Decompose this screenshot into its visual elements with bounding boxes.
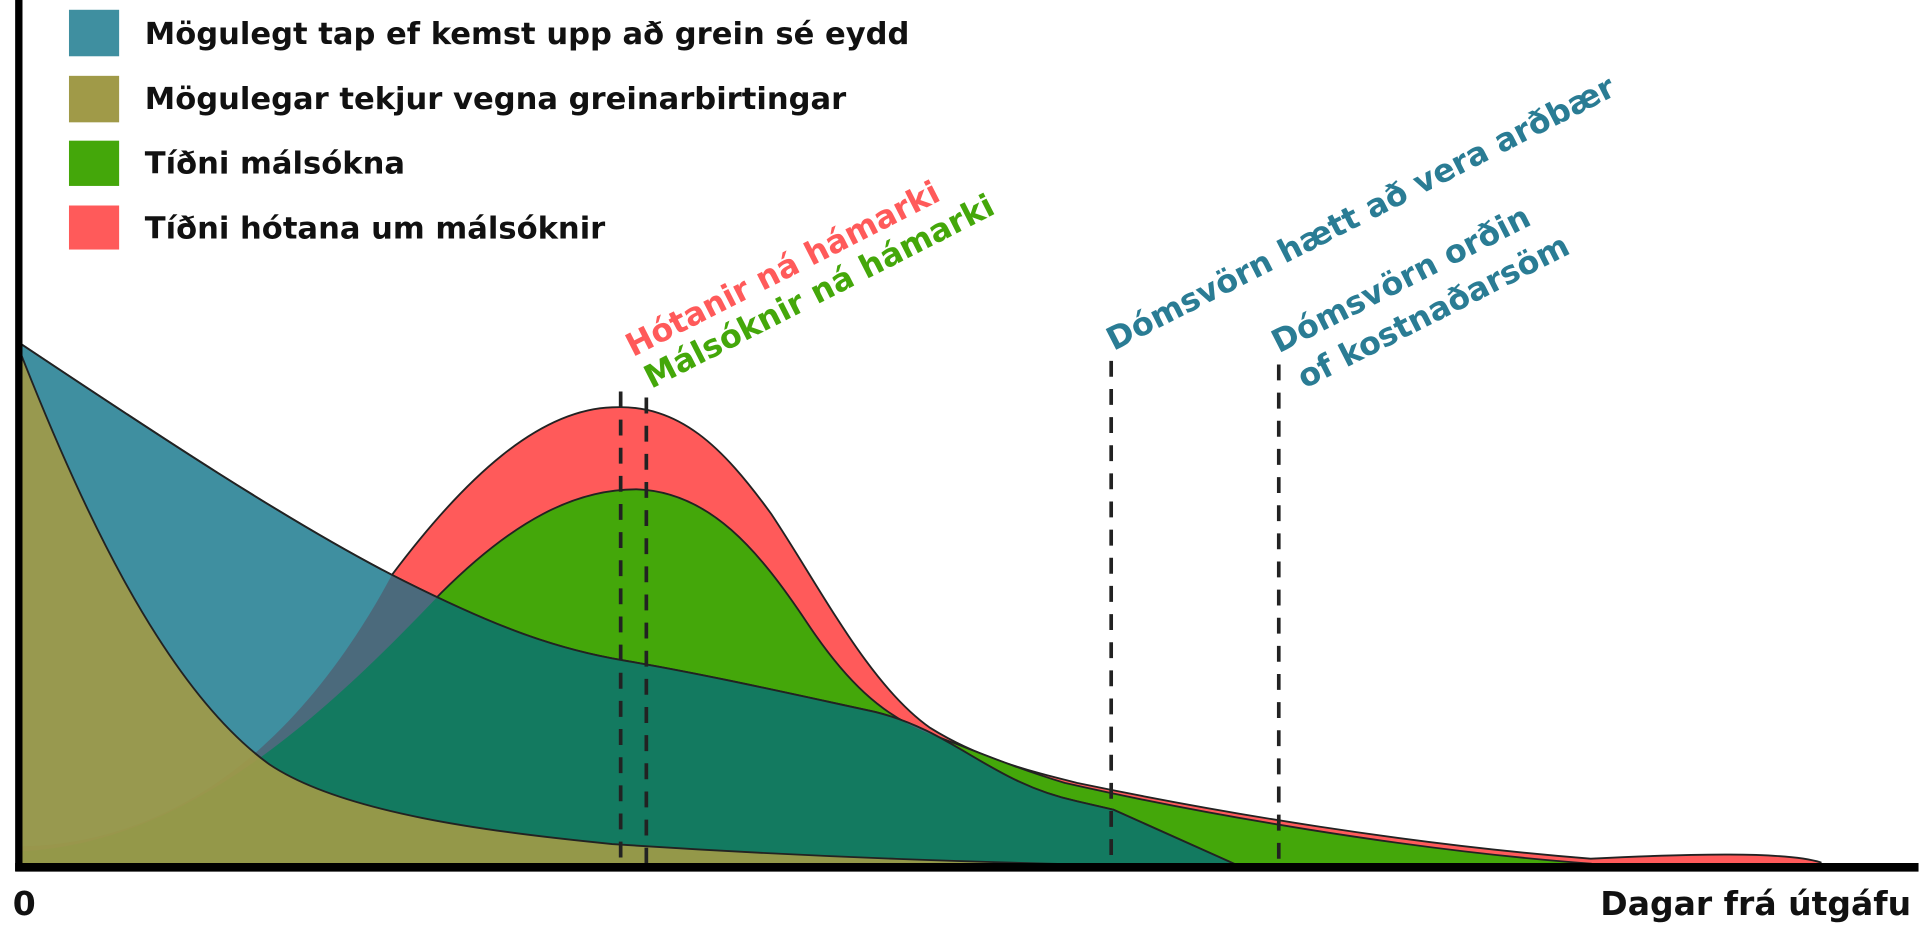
annotation: Málsóknir ná hámarki: [638, 187, 1000, 396]
legend-text: Tíðni hótana um málsóknir: [145, 212, 605, 247]
origin-label: 0: [13, 884, 36, 923]
legend-text: Tíðni málsókna: [145, 147, 405, 182]
legend-swatch: [68, 205, 120, 250]
legend-swatch: [68, 9, 120, 57]
loss-outline: [18, 341, 1243, 869]
legend-swatch: [68, 75, 120, 123]
legend-text: Mögulegar tekjur vegna greinarbirtingar: [145, 82, 846, 117]
revenue-area: [17, 348, 1236, 869]
legend-text: Mögulegt tap ef kemst upp að grein sé ey…: [145, 17, 910, 52]
x-axis-label: Dagar frá útgáfu: [1600, 884, 1911, 923]
legend-swatch: [68, 140, 120, 186]
